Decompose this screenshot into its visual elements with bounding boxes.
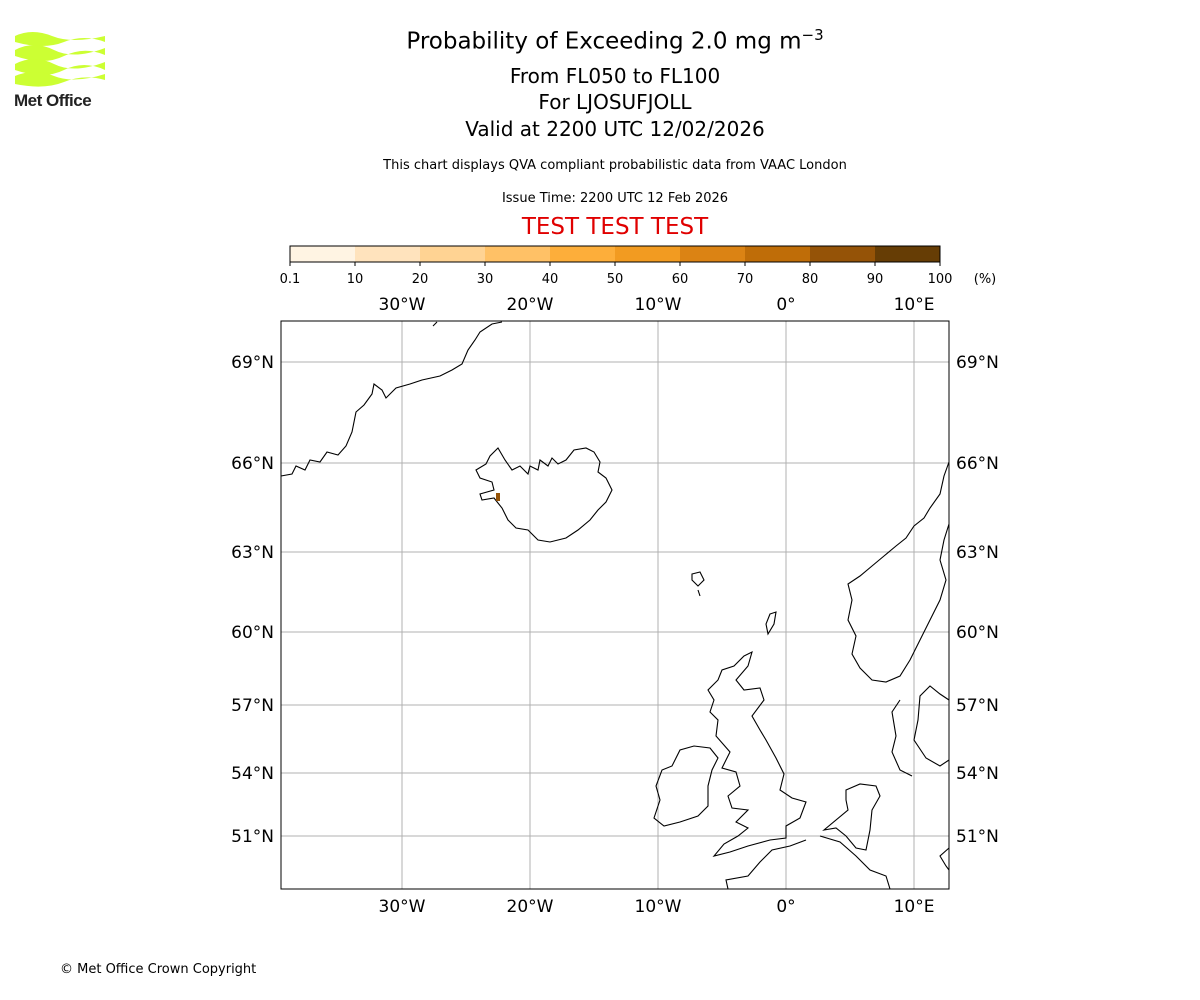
colorbar-tick-label: 60 <box>672 272 689 287</box>
colorbar-tick-label: 30 <box>477 272 494 287</box>
colorbar-segment <box>810 246 876 262</box>
france-coast <box>725 835 891 890</box>
colorbar-tick-label: 40 <box>542 272 559 287</box>
lon-label-top: 10°W <box>635 295 682 315</box>
colorbar-tick-label: 70 <box>737 272 754 287</box>
sweden-denmark-coast <box>891 685 950 777</box>
colorbar-segment <box>550 246 616 262</box>
colorbar-unit: (%) <box>974 272 997 287</box>
lat-label-left: 63°N <box>231 543 274 563</box>
lat-label-right: 69°N <box>956 353 999 373</box>
colorbar-segment <box>745 246 811 262</box>
colorbar-tick-label: 10 <box>347 272 364 287</box>
colorbar-tick-label: 20 <box>412 272 429 287</box>
valid-time: Valid at 2200 UTC 12/02/2026 <box>465 117 765 141</box>
colorbar-tick-label: 80 <box>802 272 819 287</box>
lat-label-right: 51°N <box>956 827 999 847</box>
lon-label-bottom: 10°W <box>635 897 682 917</box>
lat-label-left: 54°N <box>231 764 274 784</box>
colorbar-segment <box>615 246 681 262</box>
colorbar-tick-label: 50 <box>607 272 624 287</box>
lat-label-left: 66°N <box>231 454 274 474</box>
ireland-coast <box>653 745 719 827</box>
lon-label-bottom: 20°W <box>507 897 554 917</box>
colorbar-tick-label: 100 <box>928 272 953 287</box>
coastlines <box>280 321 950 890</box>
lat-label-left: 51°N <box>231 827 274 847</box>
flight-level-range: From FL050 to FL100 <box>509 64 721 88</box>
faroe-islands <box>691 571 705 597</box>
copyright: © Met Office Crown Copyright <box>60 962 257 977</box>
colorbar-tick-label: 90 <box>867 272 884 287</box>
met-office-logo <box>12 30 108 92</box>
lat-label-left: 60°N <box>231 623 274 643</box>
map: 30°W 30°W 20°W 20°W 10°W 10°W 0° 0° 10°E 10°E 69°N… <box>231 295 999 917</box>
lat-label-left: 69°N <box>231 353 274 373</box>
shetland <box>765 611 777 636</box>
lat-label-left: 57°N <box>231 696 274 716</box>
lon-label-bottom: 0° <box>776 897 795 917</box>
volcano-name: For LJOSUFJOLL <box>538 90 692 114</box>
greenland-coast <box>280 321 503 477</box>
colorbar-segment <box>485 246 551 262</box>
issue-time: Issue Time: 2200 UTC 12 Feb 2026 <box>501 191 729 206</box>
great-britain-coast <box>707 650 807 857</box>
iceland-coast <box>475 447 613 543</box>
colorbar-segment <box>680 246 746 262</box>
lon-label-top: 0° <box>776 295 795 315</box>
lat-label-right: 63°N <box>956 543 999 563</box>
colorbar-segment <box>290 246 356 262</box>
greenland-coast-north <box>432 321 438 327</box>
colorbar-segment <box>420 246 486 262</box>
disclaimer: This chart displays QVA compliant probab… <box>383 158 847 173</box>
map-frame <box>280 320 950 890</box>
lon-label-top: 10°E <box>894 295 935 315</box>
lat-label-right: 54°N <box>956 764 999 784</box>
lon-label-top: 20°W <box>507 295 554 315</box>
met-office-logo-text: Met Office <box>14 91 92 110</box>
ash-probability-area <box>496 493 500 501</box>
colorbar-segment <box>355 246 421 262</box>
lat-label-right: 57°N <box>956 696 999 716</box>
lat-label-right: 66°N <box>956 454 999 474</box>
netherlands-germany-coast <box>822 783 881 851</box>
colorbar: 0.1 10 20 30 40 50 60 70 80 90 100 (%) <box>280 245 997 287</box>
colorbar-segment <box>875 246 941 262</box>
norway-coast <box>847 461 950 683</box>
lon-label-top: 30°W <box>379 295 426 315</box>
lon-label-bottom: 10°E <box>894 897 935 917</box>
lat-label-right: 60°N <box>956 623 999 643</box>
colorbar-tick-label: 0.1 <box>280 272 301 287</box>
test-banner: TEST TEST TEST <box>521 214 709 240</box>
lon-label-bottom: 30°W <box>379 897 426 917</box>
europe-east-coast <box>939 847 950 871</box>
chart-title: Probability of Exceeding 2.0 mg m−3 <box>406 26 824 55</box>
